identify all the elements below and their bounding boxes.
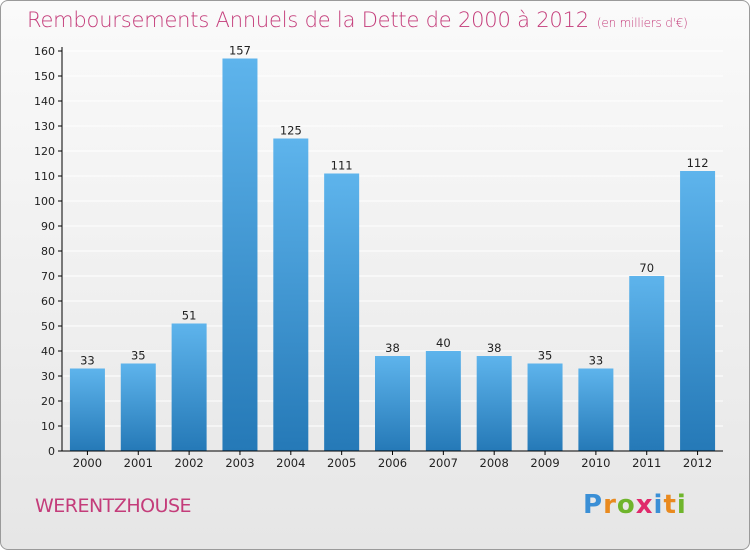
logo-letter: o <box>616 490 636 520</box>
x-tick-label: 2003 <box>225 456 254 470</box>
bar-value-label: 157 <box>229 44 251 58</box>
bar-value-label: 35 <box>131 349 146 363</box>
logo-letter: i <box>676 490 687 520</box>
x-tick-label: 2007 <box>429 456 458 470</box>
logo-letter: t <box>663 490 677 520</box>
bar <box>120 363 156 451</box>
bar <box>273 138 309 451</box>
x-tick-label: 2009 <box>530 456 559 470</box>
chart-title-text: Remboursements Annuels de la Dette de 20… <box>27 8 589 32</box>
bar-value-label: 40 <box>436 336 451 350</box>
bar-value-label: 70 <box>639 261 654 275</box>
bar <box>69 368 105 451</box>
x-tick-label: 2005 <box>327 456 356 470</box>
bar-value-label: 111 <box>331 159 353 173</box>
logo-letter: P <box>583 490 604 520</box>
logo-letter: r <box>603 490 617 520</box>
y-tick-label: 60 <box>41 295 55 308</box>
bar-value-label: 33 <box>589 354 604 368</box>
y-tick-label: 20 <box>41 395 55 408</box>
x-tick-label: 2000 <box>73 456 102 470</box>
y-tick-label: 160 <box>34 45 55 58</box>
y-tick-label: 140 <box>34 95 55 108</box>
proxiti-logo[interactable]: Proxiti <box>583 490 687 520</box>
bar <box>324 173 360 451</box>
bar <box>222 58 258 451</box>
y-tick-label: 80 <box>41 245 55 258</box>
y-tick-label: 130 <box>34 120 55 133</box>
y-tick-label: 10 <box>41 420 55 433</box>
chart-unit: (en milliers d'€) <box>596 16 688 30</box>
x-tick-label: 2011 <box>632 456 661 470</box>
y-tick-label: 90 <box>41 220 55 233</box>
logo-letter: x <box>635 490 654 520</box>
logo-letter: i <box>653 490 664 520</box>
bar <box>629 276 665 451</box>
y-tick-label: 30 <box>41 370 55 383</box>
y-tick-label: 50 <box>41 320 55 333</box>
bar-value-label: 33 <box>80 354 95 368</box>
bar <box>171 323 207 451</box>
y-tick-label: 110 <box>34 170 55 183</box>
bar <box>527 363 563 451</box>
bar-value-label: 125 <box>280 124 302 138</box>
x-tick-label: 2004 <box>276 456 305 470</box>
y-tick-label: 0 <box>48 445 55 458</box>
bar <box>578 368 614 451</box>
chart-title: Remboursements Annuels de la Dette de 20… <box>27 8 688 32</box>
bar <box>476 356 512 451</box>
bar <box>425 351 461 451</box>
y-tick-label: 100 <box>34 195 55 208</box>
town-name: WERENTZHOUSE <box>35 495 192 517</box>
bar-value-label: 38 <box>487 341 502 355</box>
x-tick-label: 2010 <box>581 456 610 470</box>
y-tick-label: 150 <box>34 70 55 83</box>
x-tick-label: 2006 <box>378 456 407 470</box>
x-tick-label: 2001 <box>124 456 153 470</box>
y-tick-label: 120 <box>34 145 55 158</box>
bar-value-label: 38 <box>385 341 400 355</box>
y-tick-label: 70 <box>41 270 55 283</box>
x-tick-label: 2002 <box>174 456 203 470</box>
bar <box>680 171 716 451</box>
bar-value-label: 112 <box>687 156 709 170</box>
x-tick-label: 2012 <box>683 456 712 470</box>
x-tick-label: 2008 <box>480 456 509 470</box>
bar-value-label: 51 <box>182 309 197 323</box>
bar-value-label: 35 <box>538 349 553 363</box>
bar <box>375 356 410 451</box>
y-tick-label: 40 <box>41 345 55 358</box>
